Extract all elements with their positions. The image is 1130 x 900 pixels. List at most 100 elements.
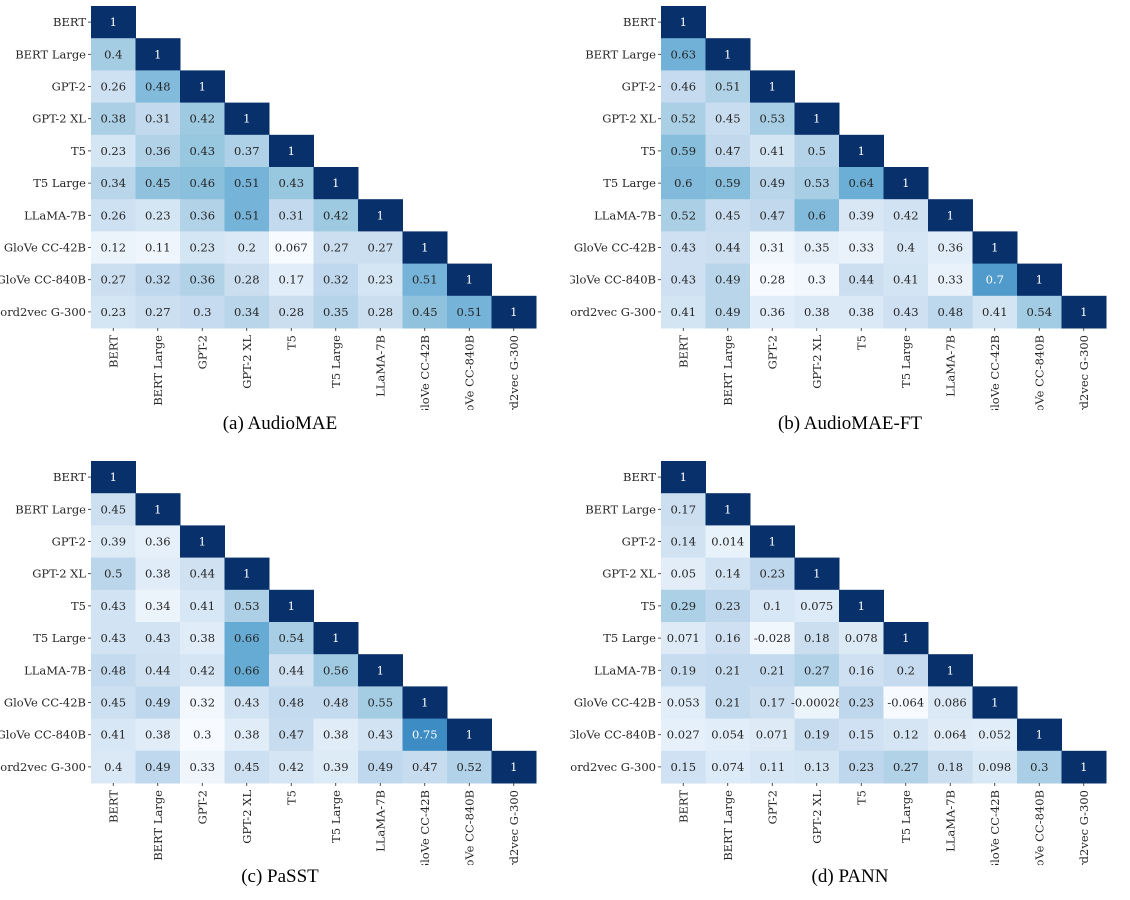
heatmap-cell: [313, 167, 359, 200]
cell-value-label: 0.51: [234, 208, 260, 222]
heatmap-cell: [839, 686, 884, 720]
heatmap-cell: [705, 525, 751, 559]
heatmap-cell: [972, 263, 1018, 297]
cell-value-label: 1: [1036, 273, 1043, 287]
cell-value-label: 0.086: [934, 696, 967, 710]
x-tick-label-gpt-2-xl: GPT-2 XL: [810, 790, 824, 844]
heatmap-cell: [661, 750, 706, 784]
y-tick-label-bert-large: BERT Large: [585, 502, 656, 516]
heatmap-cell: [269, 654, 314, 687]
heatmap-cell: [91, 750, 136, 784]
cell-value-label: 0.32: [145, 273, 171, 287]
cell-value-label: 0.44: [145, 663, 171, 677]
heatmap-cell: [447, 750, 492, 784]
cell-value-label: 0.47: [412, 760, 438, 774]
cell-value-label: 1: [1036, 728, 1043, 742]
heatmap-cell: [224, 199, 270, 232]
cell-value-label: 0.33: [848, 241, 874, 255]
cell-value-label: 0.6: [808, 208, 826, 222]
cell-value-label: 0.4: [104, 760, 122, 774]
cell-value-label: 1: [991, 241, 998, 255]
heatmap-cell: [135, 38, 181, 71]
heatmap-cell: [794, 686, 840, 720]
heatmap-cell: [135, 199, 181, 232]
cell-value-label: 0.05: [670, 567, 696, 581]
y-tick-label-glove-cc-840b: GloVe CC-840B: [570, 728, 656, 742]
heatmap-cell: [661, 134, 706, 168]
cell-value-label: 1: [466, 273, 473, 287]
heatmap-cell: [1017, 718, 1062, 752]
heatmap-cell: [91, 525, 136, 559]
heatmap-cell: [135, 295, 181, 329]
cell-value-label: 0.32: [323, 273, 349, 287]
cell-value-label: 0.27: [323, 241, 349, 255]
cell-value-label: 0.52: [456, 760, 482, 774]
cell-value-label: 0.53: [234, 599, 260, 613]
heatmap-cell: [224, 167, 270, 200]
heatmap-cell: [883, 231, 929, 265]
y-tick-label-gpt-2-xl: GPT-2 XL: [32, 112, 86, 126]
cell-value-label: 0.38: [323, 728, 349, 742]
heatmap-cell: [491, 295, 537, 329]
cell-value-label: 0.18: [937, 760, 963, 774]
heatmap-cell: [358, 231, 403, 265]
cell-value-label: 0.078: [845, 631, 878, 645]
cell-value-label: 0.27: [804, 663, 830, 677]
heatmap-cell: [358, 263, 403, 297]
heatmap-cell: [224, 102, 270, 136]
x-tick-label-t5: T5: [284, 790, 298, 805]
heatmap-cell: [224, 686, 270, 720]
y-tick-label-glove-cc-840b: GloVe CC-840B: [0, 273, 86, 287]
cell-value-label: 0.49: [715, 273, 741, 287]
cell-value-label: 0.4: [897, 241, 915, 255]
cell-value-label: 1: [769, 535, 776, 549]
y-tick-label-gpt-2: GPT-2: [52, 535, 86, 549]
heatmap-cell: [750, 134, 795, 168]
heatmap-cell: [269, 134, 314, 168]
heatmap-cell: [224, 589, 270, 623]
cell-value-label: 1: [680, 470, 687, 484]
heatmap-audiomae-ft: 10.63 10.46 0.51 10.52 0.45 0.53 10.59 0.47 0.41…: [570, 6, 1107, 410]
heatmap-cell: [661, 6, 706, 39]
heatmap-cell: [883, 167, 929, 200]
x-tick-label-llama-7b: LLaMA-7B: [943, 790, 957, 852]
heatmap-cell: [661, 622, 706, 655]
heatmap-cell: [705, 199, 751, 232]
heatmap-cell: [91, 38, 136, 71]
cell-value-label: 0.14: [670, 535, 696, 549]
heatmap-cell: [972, 295, 1018, 329]
cell-value-label: 0.21: [715, 696, 741, 710]
heatmap-cell: [135, 750, 181, 784]
cell-value-label: 0.28: [278, 305, 304, 319]
heatmap-cell: [135, 557, 181, 591]
cell-value-label: 0.28: [759, 273, 785, 287]
heatmap-cell: [883, 750, 929, 784]
cell-value-label: 0.66: [234, 663, 260, 677]
heatmap-cell: [91, 263, 136, 297]
heatmap-cell: [402, 263, 448, 297]
cell-value-label: 1: [110, 470, 117, 484]
cell-value-label: 0.53: [759, 112, 785, 126]
cell-value-label: 1: [332, 631, 339, 645]
x-tick-label-llama-7b: LLaMA-7B: [943, 335, 957, 397]
y-tick-label-bert-large: BERT Large: [15, 502, 86, 516]
heatmap-panel-audiomae: 1 0.4 1 0.26 0.48 1 0.38 0.31 0.42 1 0.23 0.36 0.43 0…: [0, 0, 560, 445]
cell-value-label: 0.5: [104, 567, 122, 581]
cell-value-label: 1: [724, 502, 731, 516]
cell-value-label: 1: [154, 502, 161, 516]
y-tick-label-gpt-2-xl: GPT-2 XL: [32, 567, 86, 581]
heatmap-cell: [135, 525, 181, 559]
heatmap-cell: [661, 70, 706, 104]
cell-value-label: 0.43: [670, 273, 696, 287]
cell-value-label: 0.43: [189, 144, 215, 158]
heatmap-cell: [180, 525, 225, 559]
cell-value-label: 0.75: [412, 728, 438, 742]
cell-value-label: 0.2: [897, 663, 915, 677]
y-tick-label-word2vec-g-300: word2vec G-300: [0, 760, 86, 774]
cell-value-label: 0.052: [978, 728, 1011, 742]
cell-value-label: 1: [377, 663, 384, 677]
cell-value-label: 0.44: [715, 241, 741, 255]
heatmap-cell: [313, 686, 359, 720]
heatmap-cell: [705, 557, 751, 591]
caption-passt: (c) PaSST: [241, 866, 319, 887]
